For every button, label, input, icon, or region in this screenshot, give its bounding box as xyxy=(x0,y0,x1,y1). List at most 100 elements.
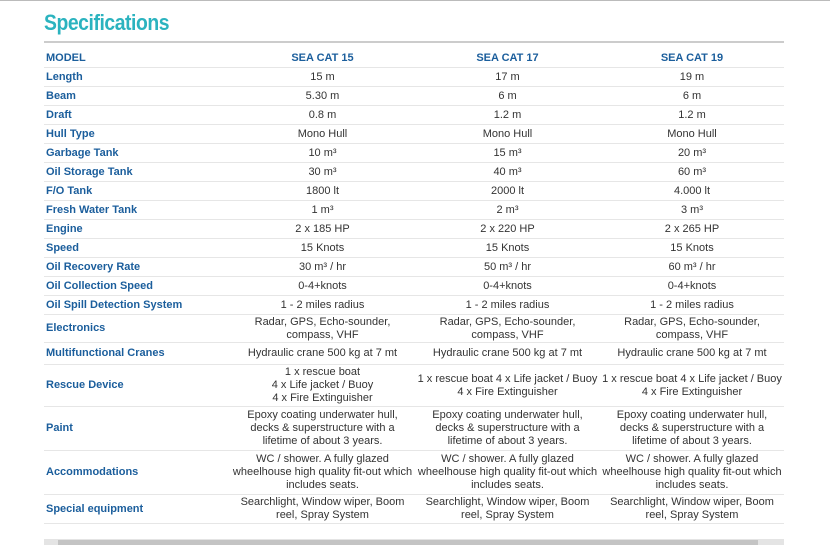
spec-value: 30 m³ xyxy=(230,162,415,182)
spec-row: Oil Storage Tank 30 m³ 40 m³ 60 m³ xyxy=(44,162,784,182)
spec-value: Searchlight, Window wiper, Boom reel, Sp… xyxy=(600,494,784,524)
spec-value: 1 m³ xyxy=(230,200,415,220)
spec-value: Epoxy coating underwater hull, decks & s… xyxy=(415,406,600,451)
spec-row: Oil Collection Speed 0-4+knots 0-4+knots 0-… xyxy=(44,276,784,296)
spec-value: 2 x 265 HP xyxy=(600,219,784,239)
spec-label: Engine xyxy=(44,219,230,239)
spec-row: Garbage Tank 10 m³ 15 m³ 20 m³ xyxy=(44,143,784,163)
spec-value: Mono Hull xyxy=(600,124,784,144)
spec-value: Epoxy coating underwater hull, decks & s… xyxy=(230,406,415,451)
spec-label: Hull Type xyxy=(44,124,230,144)
spec-label: Beam xyxy=(44,86,230,106)
spec-value: WC / shower. A fully glazed wheelhouse h… xyxy=(600,450,784,495)
spec-value: 0.8 m xyxy=(230,105,415,125)
spec-value: 1 x rescue boat 4 x Life jacket / Buoy 4… xyxy=(415,364,600,407)
cell-line: 4 x Fire Extinguisher xyxy=(272,392,373,404)
spec-value: 10 m³ xyxy=(230,143,415,163)
spec-value: 2 x 185 HP xyxy=(230,219,415,239)
spec-value: Epoxy coating underwater hull, decks & s… xyxy=(600,406,784,451)
spec-value: 1.2 m xyxy=(600,105,784,125)
spec-value: 15 m xyxy=(230,67,415,87)
spec-label: F/O Tank xyxy=(44,181,230,201)
spec-label: Length xyxy=(44,67,230,87)
spec-value: 5.30 m xyxy=(230,86,415,106)
spec-value: 1 x rescue boat 4 x Life jacket / Buoy 4 x… xyxy=(230,364,415,407)
spec-row: Length 15 m 17 m 19 m xyxy=(44,67,784,87)
spec-row: Engine 2 x 185 HP 2 x 220 HP 2 x 265 HP xyxy=(44,219,784,239)
spec-label: Speed xyxy=(44,238,230,258)
spec-value: 60 m³ / hr xyxy=(600,257,784,277)
spec-label: Garbage Tank xyxy=(44,143,230,163)
spec-value: 1 - 2 miles radius xyxy=(230,295,415,315)
spec-label: Oil Collection Speed xyxy=(44,276,230,296)
spec-value: 0-4+knots xyxy=(415,276,600,296)
spec-value: 4.000 lt xyxy=(600,181,784,201)
spec-value: 2 x 220 HP xyxy=(415,219,600,239)
spec-value: WC / shower. A fully glazed wheelhouse h… xyxy=(230,450,415,495)
cell-line: 1 x rescue boat xyxy=(284,366,361,378)
spec-label: Oil Spill Detection System xyxy=(44,295,230,315)
spec-value: 60 m³ xyxy=(600,162,784,182)
spec-label: Electronics xyxy=(44,314,230,343)
spec-value: Radar, GPS, Echo-sounder, compass, VHF xyxy=(230,314,415,343)
spec-row: Paint Epoxy coating underwater hull, deck… xyxy=(44,406,784,451)
spec-label: Special equipment xyxy=(44,494,230,524)
spec-value: 1.2 m xyxy=(415,105,600,125)
spec-row: Electronics Radar, GPS, Echo-sounder, com… xyxy=(44,314,784,343)
spec-value: 17 m xyxy=(415,67,600,87)
spec-label: Oil Recovery Rate xyxy=(44,257,230,277)
spec-row: Fresh Water Tank 1 m³ 2 m³ 3 m³ xyxy=(44,200,784,220)
spec-value: 2 m³ xyxy=(415,200,600,220)
spec-label: Oil Storage Tank xyxy=(44,162,230,182)
spec-value: Searchlight, Window wiper, Boom reel, Sp… xyxy=(230,494,415,524)
spec-value: 0-4+knots xyxy=(600,276,784,296)
spec-value: 40 m³ xyxy=(415,162,600,182)
spec-row: F/O Tank 1800 lt 2000 lt 4.000 lt xyxy=(44,181,784,201)
scrollbar[interactable] xyxy=(44,539,784,545)
divider xyxy=(44,41,784,43)
spec-table: MODEL SEA CAT 15 SEA CAT 17 SEA CAT 19 Leng… xyxy=(44,49,784,524)
spec-label: Multifunctional Cranes xyxy=(44,342,230,365)
column-header: SEA CAT 17 xyxy=(415,49,600,68)
spec-row: Hull Type Mono Hull Mono Hull Mono Hull xyxy=(44,124,784,144)
spec-value: 15 Knots xyxy=(415,238,600,258)
spec-value: 15 Knots xyxy=(600,238,784,258)
spec-value: 1 x rescue boat 4 x Life jacket / Buoy 4… xyxy=(600,364,784,407)
spec-value: 15 Knots xyxy=(230,238,415,258)
spec-row: Multifunctional Cranes Hydraulic crane 50… xyxy=(44,342,784,365)
spec-value: 1 - 2 miles radius xyxy=(600,295,784,315)
spec-value: Mono Hull xyxy=(230,124,415,144)
spec-value: 1800 lt xyxy=(230,181,415,201)
spec-row: Special equipment Searchlight, Window wip… xyxy=(44,494,784,524)
header-row: MODEL SEA CAT 15 SEA CAT 17 SEA CAT 19 xyxy=(44,49,784,68)
spec-value: 19 m xyxy=(600,67,784,87)
spec-row: Rescue Device 1 x rescue boat 4 x Life jac… xyxy=(44,364,784,407)
spec-value: 2000 lt xyxy=(415,181,600,201)
spec-value: 0-4+knots xyxy=(230,276,415,296)
spec-label: Rescue Device xyxy=(44,364,230,407)
column-header: SEA CAT 19 xyxy=(600,49,784,68)
spec-value: Mono Hull xyxy=(415,124,600,144)
spec-row: Accommodations WC / shower. A fully glaze… xyxy=(44,450,784,495)
scroll-thumb[interactable] xyxy=(58,540,758,545)
spec-row: Oil Spill Detection System 1 - 2 miles ra… xyxy=(44,295,784,315)
spec-value: Hydraulic crane 500 kg at 7 mt xyxy=(415,342,600,365)
spec-label: Fresh Water Tank xyxy=(44,200,230,220)
spec-label: Draft xyxy=(44,105,230,125)
spec-value: Searchlight, Window wiper, Boom reel, Sp… xyxy=(415,494,600,524)
spec-value: Radar, GPS, Echo-sounder, compass, VHF xyxy=(600,314,784,343)
spec-value: 6 m xyxy=(600,86,784,106)
spec-value: 3 m³ xyxy=(600,200,784,220)
spec-value: 50 m³ / hr xyxy=(415,257,600,277)
column-header: MODEL xyxy=(44,49,230,68)
spec-value: Radar, GPS, Echo-sounder, compass, VHF xyxy=(415,314,600,343)
spec-value: 30 m³ / hr xyxy=(230,257,415,277)
spec-label: Accommodations xyxy=(44,450,230,495)
spec-value: Hydraulic crane 500 kg at 7 mt xyxy=(230,342,415,365)
spec-label: Paint xyxy=(44,406,230,451)
spec-value: 20 m³ xyxy=(600,143,784,163)
column-header: SEA CAT 15 xyxy=(230,49,415,68)
spec-value: Hydraulic crane 500 kg at 7 mt xyxy=(600,342,784,365)
